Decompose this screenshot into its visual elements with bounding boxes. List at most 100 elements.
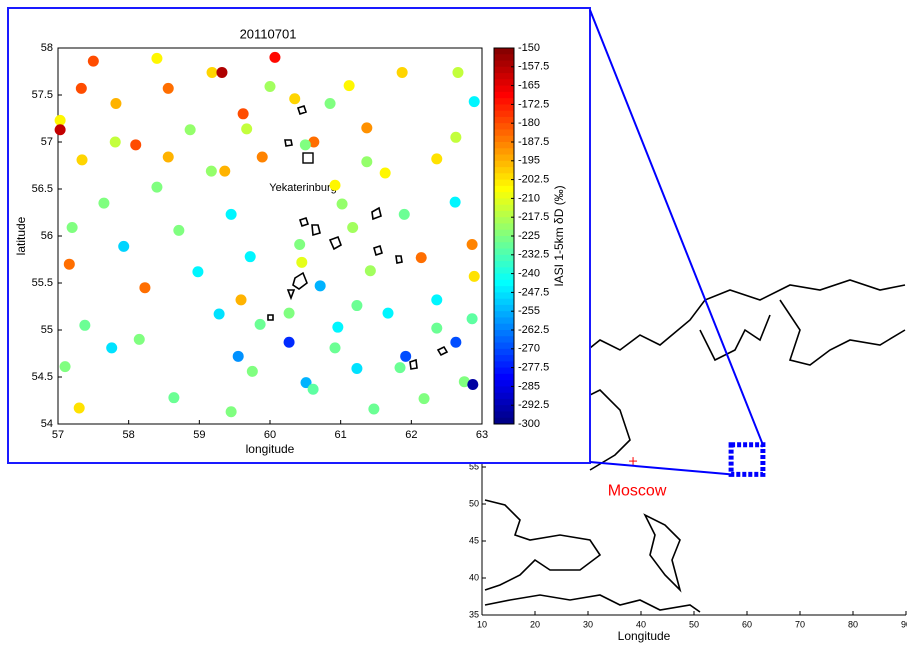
- coastline: [484, 594, 701, 613]
- point: [300, 377, 312, 389]
- map: 10 20 30 40 50 60 70 80 90 35 40 45 50 55 Longitude Mos…: [469, 279, 907, 643]
- y-tick-label: 55: [41, 324, 53, 336]
- colorbar-cell: [494, 304, 514, 312]
- point: [394, 362, 406, 374]
- coastline: [779, 299, 906, 366]
- colorbar-cell: [494, 179, 514, 187]
- point: [458, 376, 470, 388]
- point: [168, 392, 180, 404]
- colorbar-cell: [494, 204, 514, 212]
- x-tick-label: 40: [636, 619, 646, 629]
- colorbar-tick-label: -172.5: [518, 98, 549, 110]
- colorbar-cell: [494, 91, 514, 99]
- x-tick-label: 62: [405, 429, 417, 441]
- point: [308, 136, 320, 148]
- colorbar-cell: [494, 330, 514, 337]
- x-tick-label: 57: [52, 429, 64, 441]
- colorbar-cell: [494, 279, 514, 287]
- y-tick-label: 55.5: [32, 277, 53, 289]
- coastline: [643, 513, 682, 593]
- colorbar-cell: [494, 317, 514, 325]
- colorbar-tick-label: -165: [518, 80, 540, 92]
- point: [232, 350, 244, 362]
- y-tick-label: 55: [469, 461, 479, 471]
- point: [66, 222, 78, 234]
- colorbar-tick-label: -180: [518, 117, 540, 129]
- point: [244, 251, 256, 263]
- point: [98, 197, 110, 209]
- colorbar-cell: [494, 135, 514, 143]
- colorbar-cell: [494, 229, 514, 237]
- y-tick-label: 54.5: [32, 371, 53, 383]
- y-axis-label: latitude: [14, 216, 28, 255]
- y-tick-label: 58: [41, 42, 53, 54]
- point: [237, 108, 249, 120]
- point: [54, 114, 66, 126]
- colorbar-cell: [494, 361, 514, 369]
- colorbar-cell: [494, 386, 514, 394]
- point: [130, 139, 142, 151]
- point: [73, 402, 85, 414]
- point: [109, 136, 121, 148]
- city-marker: [302, 152, 314, 164]
- colorbar-cell: [494, 254, 514, 262]
- point: [87, 55, 99, 67]
- colorbar-cell: [494, 173, 514, 181]
- colorbar-cell: [494, 60, 514, 68]
- point: [283, 336, 295, 348]
- point: [307, 383, 319, 395]
- y-tick-label: 56: [41, 230, 53, 242]
- x-tick-label: 50: [689, 619, 699, 629]
- colorbar-cell: [494, 185, 514, 193]
- y-tick-label: 45: [469, 535, 479, 545]
- colorbar-cell: [494, 267, 514, 275]
- point: [235, 294, 247, 306]
- city-outline: [267, 104, 449, 370]
- colorbar-cell: [494, 242, 514, 250]
- point: [213, 308, 225, 320]
- point: [361, 122, 373, 134]
- colorbar-cell: [494, 417, 514, 425]
- colorbar-cell: [494, 148, 514, 156]
- point: [256, 151, 268, 163]
- point: [184, 124, 196, 136]
- point: [336, 198, 348, 210]
- city-label: Moscow: [608, 482, 667, 499]
- colorbar-cell: [494, 129, 514, 137]
- coastline: [699, 314, 771, 362]
- point: [205, 165, 217, 177]
- point: [162, 82, 174, 94]
- colorbar-tick-label: -270: [518, 343, 540, 355]
- point: [225, 208, 237, 220]
- colorbar-cell: [494, 323, 514, 331]
- colorbar-cell: [494, 248, 514, 256]
- colorbar-tick-label: -157.5: [518, 61, 549, 73]
- point: [54, 124, 66, 136]
- colorbar-cell: [494, 198, 514, 206]
- colorbar-cell: [494, 123, 514, 130]
- point: [368, 403, 380, 415]
- colorbar-tick-label: -255: [518, 305, 540, 317]
- x-tick-label: 58: [123, 429, 135, 441]
- point: [110, 97, 122, 109]
- point: [283, 307, 295, 319]
- point: [361, 156, 373, 168]
- point: [75, 82, 87, 94]
- point: [467, 379, 479, 391]
- point: [379, 167, 391, 179]
- point: [332, 321, 344, 333]
- x-tick-label: 63: [476, 429, 488, 441]
- point: [216, 66, 228, 78]
- point: [79, 319, 91, 331]
- point: [219, 165, 231, 177]
- colorbar-cell: [494, 292, 514, 300]
- inset: Yekaterinburg 20110701 longitude latitud…: [14, 26, 566, 456]
- colorbar-cell: [494, 160, 514, 168]
- colorbar-tick-label: -210: [518, 192, 540, 204]
- point: [396, 66, 408, 78]
- x-tick-label: 90: [901, 619, 907, 629]
- colorbar-cell: [494, 66, 514, 74]
- point: [450, 131, 462, 143]
- colorbar-cell: [494, 85, 514, 93]
